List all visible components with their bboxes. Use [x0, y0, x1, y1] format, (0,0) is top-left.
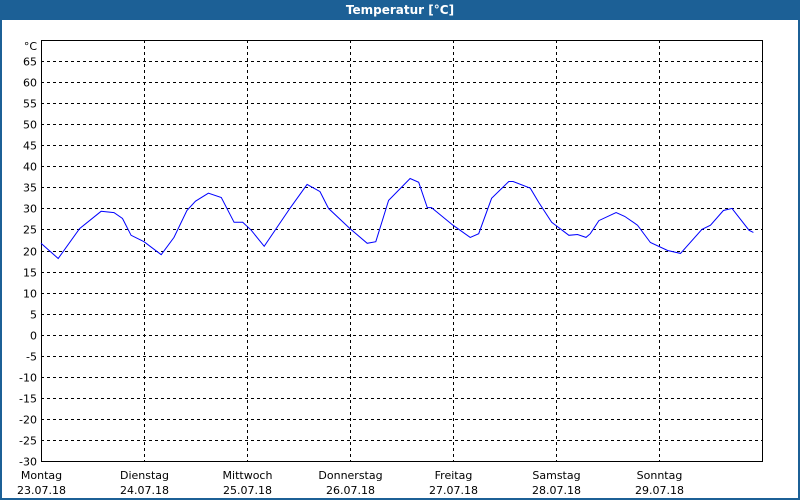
y-tick-label: -30: [19, 456, 37, 469]
y-tick-label: -15: [19, 393, 37, 406]
y-tick-label: 30: [23, 203, 37, 216]
y-tick-label: -5: [26, 351, 37, 364]
x-tick-date: 29.07.18: [635, 484, 684, 497]
window-border: [0, 498, 800, 500]
x-tick-date: 28.07.18: [532, 484, 581, 497]
y-tick-label: 15: [23, 267, 37, 280]
y-tick-label: 65: [23, 56, 37, 69]
x-tick-date: 25.07.18: [223, 484, 272, 497]
y-tick-label: 50: [23, 119, 37, 132]
plot-frame: [41, 40, 763, 462]
y-tick-label: 20: [23, 246, 37, 259]
y-tick-label: 10: [23, 288, 37, 301]
x-tick-date: 26.07.18: [326, 484, 375, 497]
y-tick-label: 25: [23, 224, 37, 237]
tick-labels: 65605550454035302520151050-5-10-15-20-25…: [17, 40, 684, 497]
y-tick-label: -10: [19, 372, 37, 385]
x-tick-date: 24.07.18: [120, 484, 169, 497]
grid: [41, 40, 762, 461]
y-tick-label: -25: [19, 435, 37, 448]
y-tick-label: 35: [23, 182, 37, 195]
x-tick-day: Donnerstag: [318, 469, 382, 482]
y-tick-label: -20: [19, 414, 37, 427]
y-tick-label: 5: [30, 309, 37, 322]
x-tick-day: Sonntag: [637, 469, 683, 482]
x-tick-day: Samstag: [532, 469, 580, 482]
axes: [41, 40, 763, 462]
x-tick-day: Freitag: [435, 469, 473, 482]
y-tick-label: 0: [30, 330, 37, 343]
x-tick-day: Mittwoch: [223, 469, 273, 482]
window-title: Temperatur [°C]: [0, 0, 800, 20]
temperature-line: [40, 177, 754, 260]
y-tick-label: 45: [23, 140, 37, 153]
x-tick-date: 27.07.18: [429, 484, 478, 497]
x-tick-day: Montag: [21, 469, 62, 482]
x-tick-date: 23.07.18: [17, 484, 66, 497]
x-tick-day: Dienstag: [120, 469, 169, 482]
y-axis-unit: °C: [24, 40, 38, 53]
y-tick-label: 40: [23, 161, 37, 174]
y-tick-label: 55: [23, 98, 37, 111]
y-tick-label: 60: [23, 77, 37, 90]
